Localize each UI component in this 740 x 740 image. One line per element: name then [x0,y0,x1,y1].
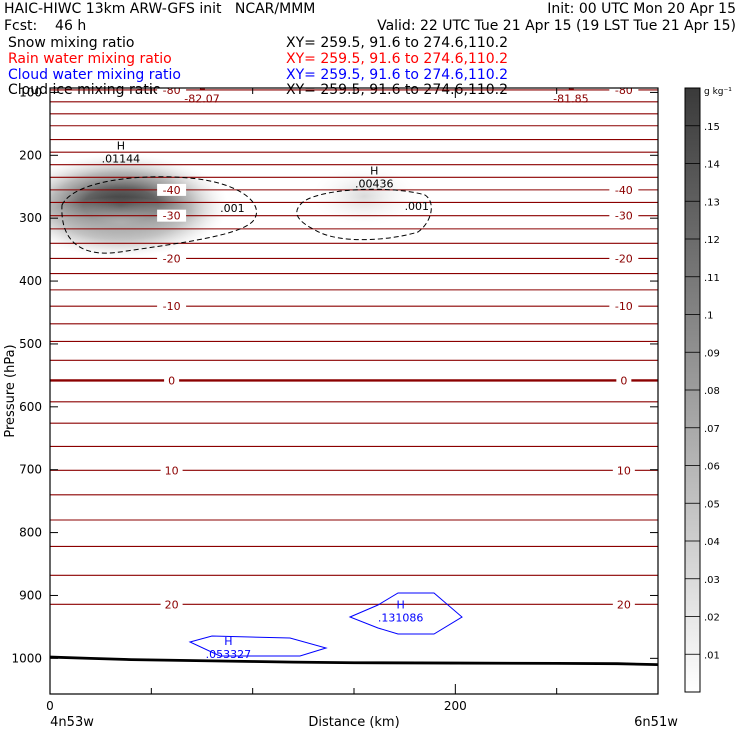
y-tick-label: 1000 [11,651,42,665]
isotherm-label: -20 [163,252,181,265]
colorbar-tick-label: .08 [704,386,720,397]
x-axis-title: Distance (km) [308,715,399,730]
isotherm-label-bg [157,88,187,96]
y-tick-label: 900 [19,588,42,602]
colorbar-tick-label: .14 [704,160,720,171]
isotherm-label-bg [609,88,639,96]
colorbar-tick-label: .06 [704,462,720,473]
colorbar-tick-label: .01 [704,650,720,661]
y-tick-label: 200 [19,148,42,162]
isotherm-label: -80 [163,84,181,97]
colorbar-tick-label: .07 [704,424,720,435]
isotherm-label-bg [616,374,632,387]
isotherm-label-bg [609,300,639,313]
colorbar-tick-label: .12 [704,235,720,246]
extremum-value: .053327 [206,648,252,661]
y-tick-label: 600 [19,400,42,414]
x-tick-label: 0 [46,699,54,713]
extremum-marker: H [370,164,378,177]
extremum-value: .131086 [378,611,424,624]
cloud-water-contour-max [348,592,463,635]
field-rain-xy: XY= 259.5, 91.6 to 274.6,110.2 [286,51,509,67]
extremum-value: -81.85 [553,93,588,106]
header-init: Init: 00 UTC Mon 20 Apr 15 [547,1,736,17]
isotherm-label: -20 [615,252,633,265]
shaded-max-main-tail [50,196,199,249]
isotherm-label-bg [157,300,187,313]
extremum-marker: L [568,80,575,93]
isotherm-label-bg [164,374,180,387]
colorbar-tick-label: .02 [704,613,720,624]
colorbar-tick-label: .09 [704,348,720,359]
contour-label: .001 [220,202,245,215]
endpoint-right-label: 6n51w [634,715,678,730]
y-tick-label: 700 [19,463,42,477]
field-snow-xy: XY= 259.5, 91.6 to 274.6,110.2 [286,35,509,51]
cloud-water-contour-low [188,635,328,657]
isotherm-label: 0 [620,374,627,387]
isotherm-label-bg [609,252,639,265]
isotherm-label-bg [612,598,635,611]
extremum-value: .01144 [102,152,141,165]
y-tick-label: 100 [19,85,42,99]
x-tick-label: 200 [444,699,467,713]
isotherm-label-bg [612,464,635,477]
isotherm-label-bg [157,209,187,222]
extremum-value: .00436 [355,177,394,190]
y-tick-label: 300 [19,211,42,225]
isotherm-label: -30 [615,210,633,223]
shaded-max-small [312,166,417,227]
field-cloud-water-xy: XY= 259.5, 91.6 to 274.6,110.2 [286,67,509,83]
isotherm-label: -30 [163,210,181,223]
y-tick-label: 800 [19,526,42,540]
colorbar-tick-label: .13 [704,197,720,208]
colorbar-tick-label: .11 [704,273,720,284]
isotherm-label: 10 [165,464,179,477]
isotherm-label: 0 [168,374,175,387]
ice-contour-001-small [296,188,432,241]
extremum-marker: H [396,598,404,611]
endpoint-left-label: 4n53w [50,715,94,730]
isotherm-label: -40 [163,184,181,197]
isotherm-label: -10 [615,300,633,313]
colorbar-tick-label: .04 [704,537,720,548]
isotherm-label-bg [157,183,187,196]
contour-label: .001 [405,200,430,213]
isotherm-label: 10 [617,464,631,477]
colorbar-unit: g kg⁻¹ [704,87,732,97]
isotherm-label-bg [609,183,639,196]
y-tick-label: 400 [19,274,42,288]
isotherm-label: -80 [615,84,633,97]
extremum-marker: L [199,80,206,93]
colorbar-tick-label: .05 [704,499,720,510]
extremum-marker: H [117,139,125,152]
isotherm-label: 20 [165,598,179,611]
header-valid: Valid: 22 UTC Tue 21 Apr 15 (19 LST Tue … [377,18,736,34]
isotherm-label: -10 [163,300,181,313]
header-fcst: Fcst: 46 h [4,18,87,34]
extremum-value: -82.07 [184,93,219,106]
isotherm-label: -40 [615,184,633,197]
isotherm-label-bg [160,464,183,477]
isotherm-label-bg [160,598,183,611]
header-title: HAIC-HIWC 13km ARW-GFS init NCAR/MMM [4,1,316,17]
colorbar-tick-label: .15 [704,122,720,133]
field-cloud-water-name: Cloud water mixing ratio [8,67,181,83]
field-snow-name: Snow mixing ratio [8,35,135,51]
y-tick-label: 500 [19,337,42,351]
colorbar-tick-label: .03 [704,575,720,586]
extremum-marker: H [224,635,232,648]
isotherm-label: 20 [617,598,631,611]
colorbar-tick-label: .1 [704,311,714,322]
field-rain-name: Rain water mixing ratio [8,51,172,67]
isotherm-label-bg [157,252,187,265]
y-axis-title: Pressure (hPa) [3,344,18,437]
isotherm-label-bg [609,209,639,222]
surface-terrain-line [50,655,658,667]
